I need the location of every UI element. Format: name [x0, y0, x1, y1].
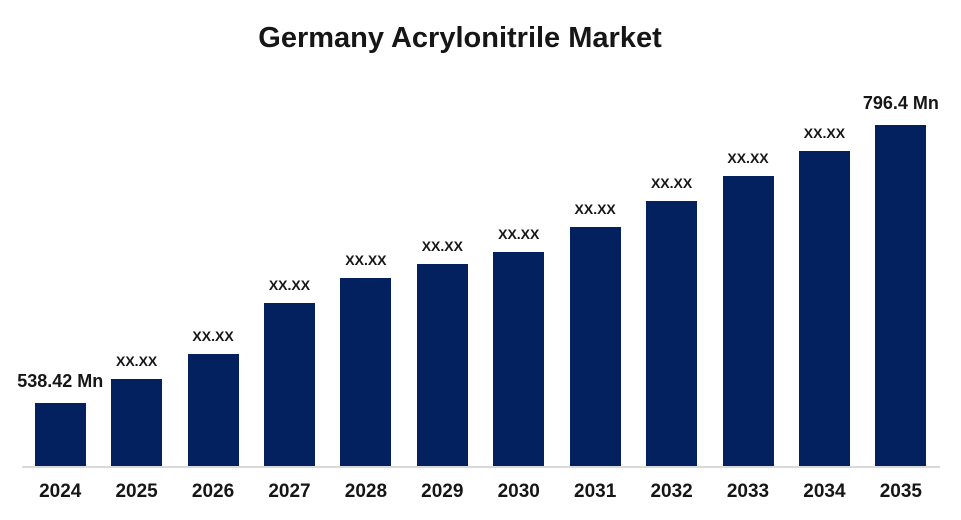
bar-column: 796.4 Mn — [863, 93, 939, 467]
x-axis-label: 2030 — [497, 481, 540, 502]
bar-value-label: XX.XX — [345, 252, 387, 268]
bar — [646, 201, 698, 467]
bar-value-label: XX.XX — [803, 125, 846, 141]
bar-column: XX.XX — [786, 125, 862, 467]
bar-value-label: 538.42 Mn — [17, 371, 104, 391]
bar — [798, 151, 850, 467]
bar-column: XX.XX — [175, 328, 251, 467]
bar-column: XX.XX — [633, 175, 709, 467]
bar — [34, 403, 86, 467]
bar — [569, 227, 621, 467]
bar — [416, 264, 468, 467]
bar-column: XX.XX — [481, 226, 557, 467]
bar-column: XX.XX — [328, 252, 404, 467]
x-axis-label: 2025 — [115, 481, 158, 502]
x-axis-labels-row: 2024 2025 2026 2027 2028 2029 2030 2031 2032 2033… — [22, 481, 939, 503]
bar — [187, 354, 239, 467]
bar-column: XX.XX — [251, 277, 327, 467]
bar-value-label: XX.XX — [650, 175, 693, 191]
x-axis-line — [22, 466, 940, 468]
bar-column: XX.XX — [557, 201, 633, 467]
x-axis-label: 2034 — [803, 481, 846, 502]
bar — [875, 125, 927, 467]
x-axis-label: 2035 — [879, 481, 922, 502]
bar — [263, 303, 315, 467]
x-axis-label: 2024 — [39, 481, 82, 502]
bar-column: XX.XX — [98, 353, 174, 467]
bar-column: XX.XX — [404, 238, 480, 467]
bar — [722, 176, 774, 467]
bar-value-label: XX.XX — [116, 353, 158, 369]
x-axis-label: 2026 — [191, 481, 235, 502]
x-axis-label: 2029 — [421, 481, 464, 502]
bar-column: 538.42 Mn — [17, 371, 103, 467]
x-axis-label: 2032 — [650, 481, 693, 502]
x-axis-label: 2031 — [574, 481, 617, 502]
bar — [340, 278, 392, 467]
bar-value-label: XX.XX — [574, 201, 616, 217]
x-axis-label: 2033 — [726, 481, 770, 502]
bar-value-label: XX.XX — [727, 150, 769, 166]
bar-column: XX.XX — [710, 150, 786, 467]
bar-value-label: 796.4 Mn — [862, 93, 939, 113]
bar — [493, 252, 545, 467]
bar — [111, 379, 163, 467]
plot-area: 538.42 Mn XX.XX XX.XX XX.XX XX.XX XX.XX XX.XX X… — [17, 0, 939, 467]
bar-value-label: XX.XX — [268, 277, 311, 293]
bar-value-label: XX.XX — [421, 238, 463, 254]
chart-title: Germany Acrylonitrile Market — [258, 22, 662, 54]
bar-value-label: XX.XX — [498, 226, 540, 242]
bar-value-label: XX.XX — [192, 328, 234, 344]
x-axis-label: 2027 — [268, 481, 311, 502]
x-axis-label: 2028 — [344, 481, 388, 502]
